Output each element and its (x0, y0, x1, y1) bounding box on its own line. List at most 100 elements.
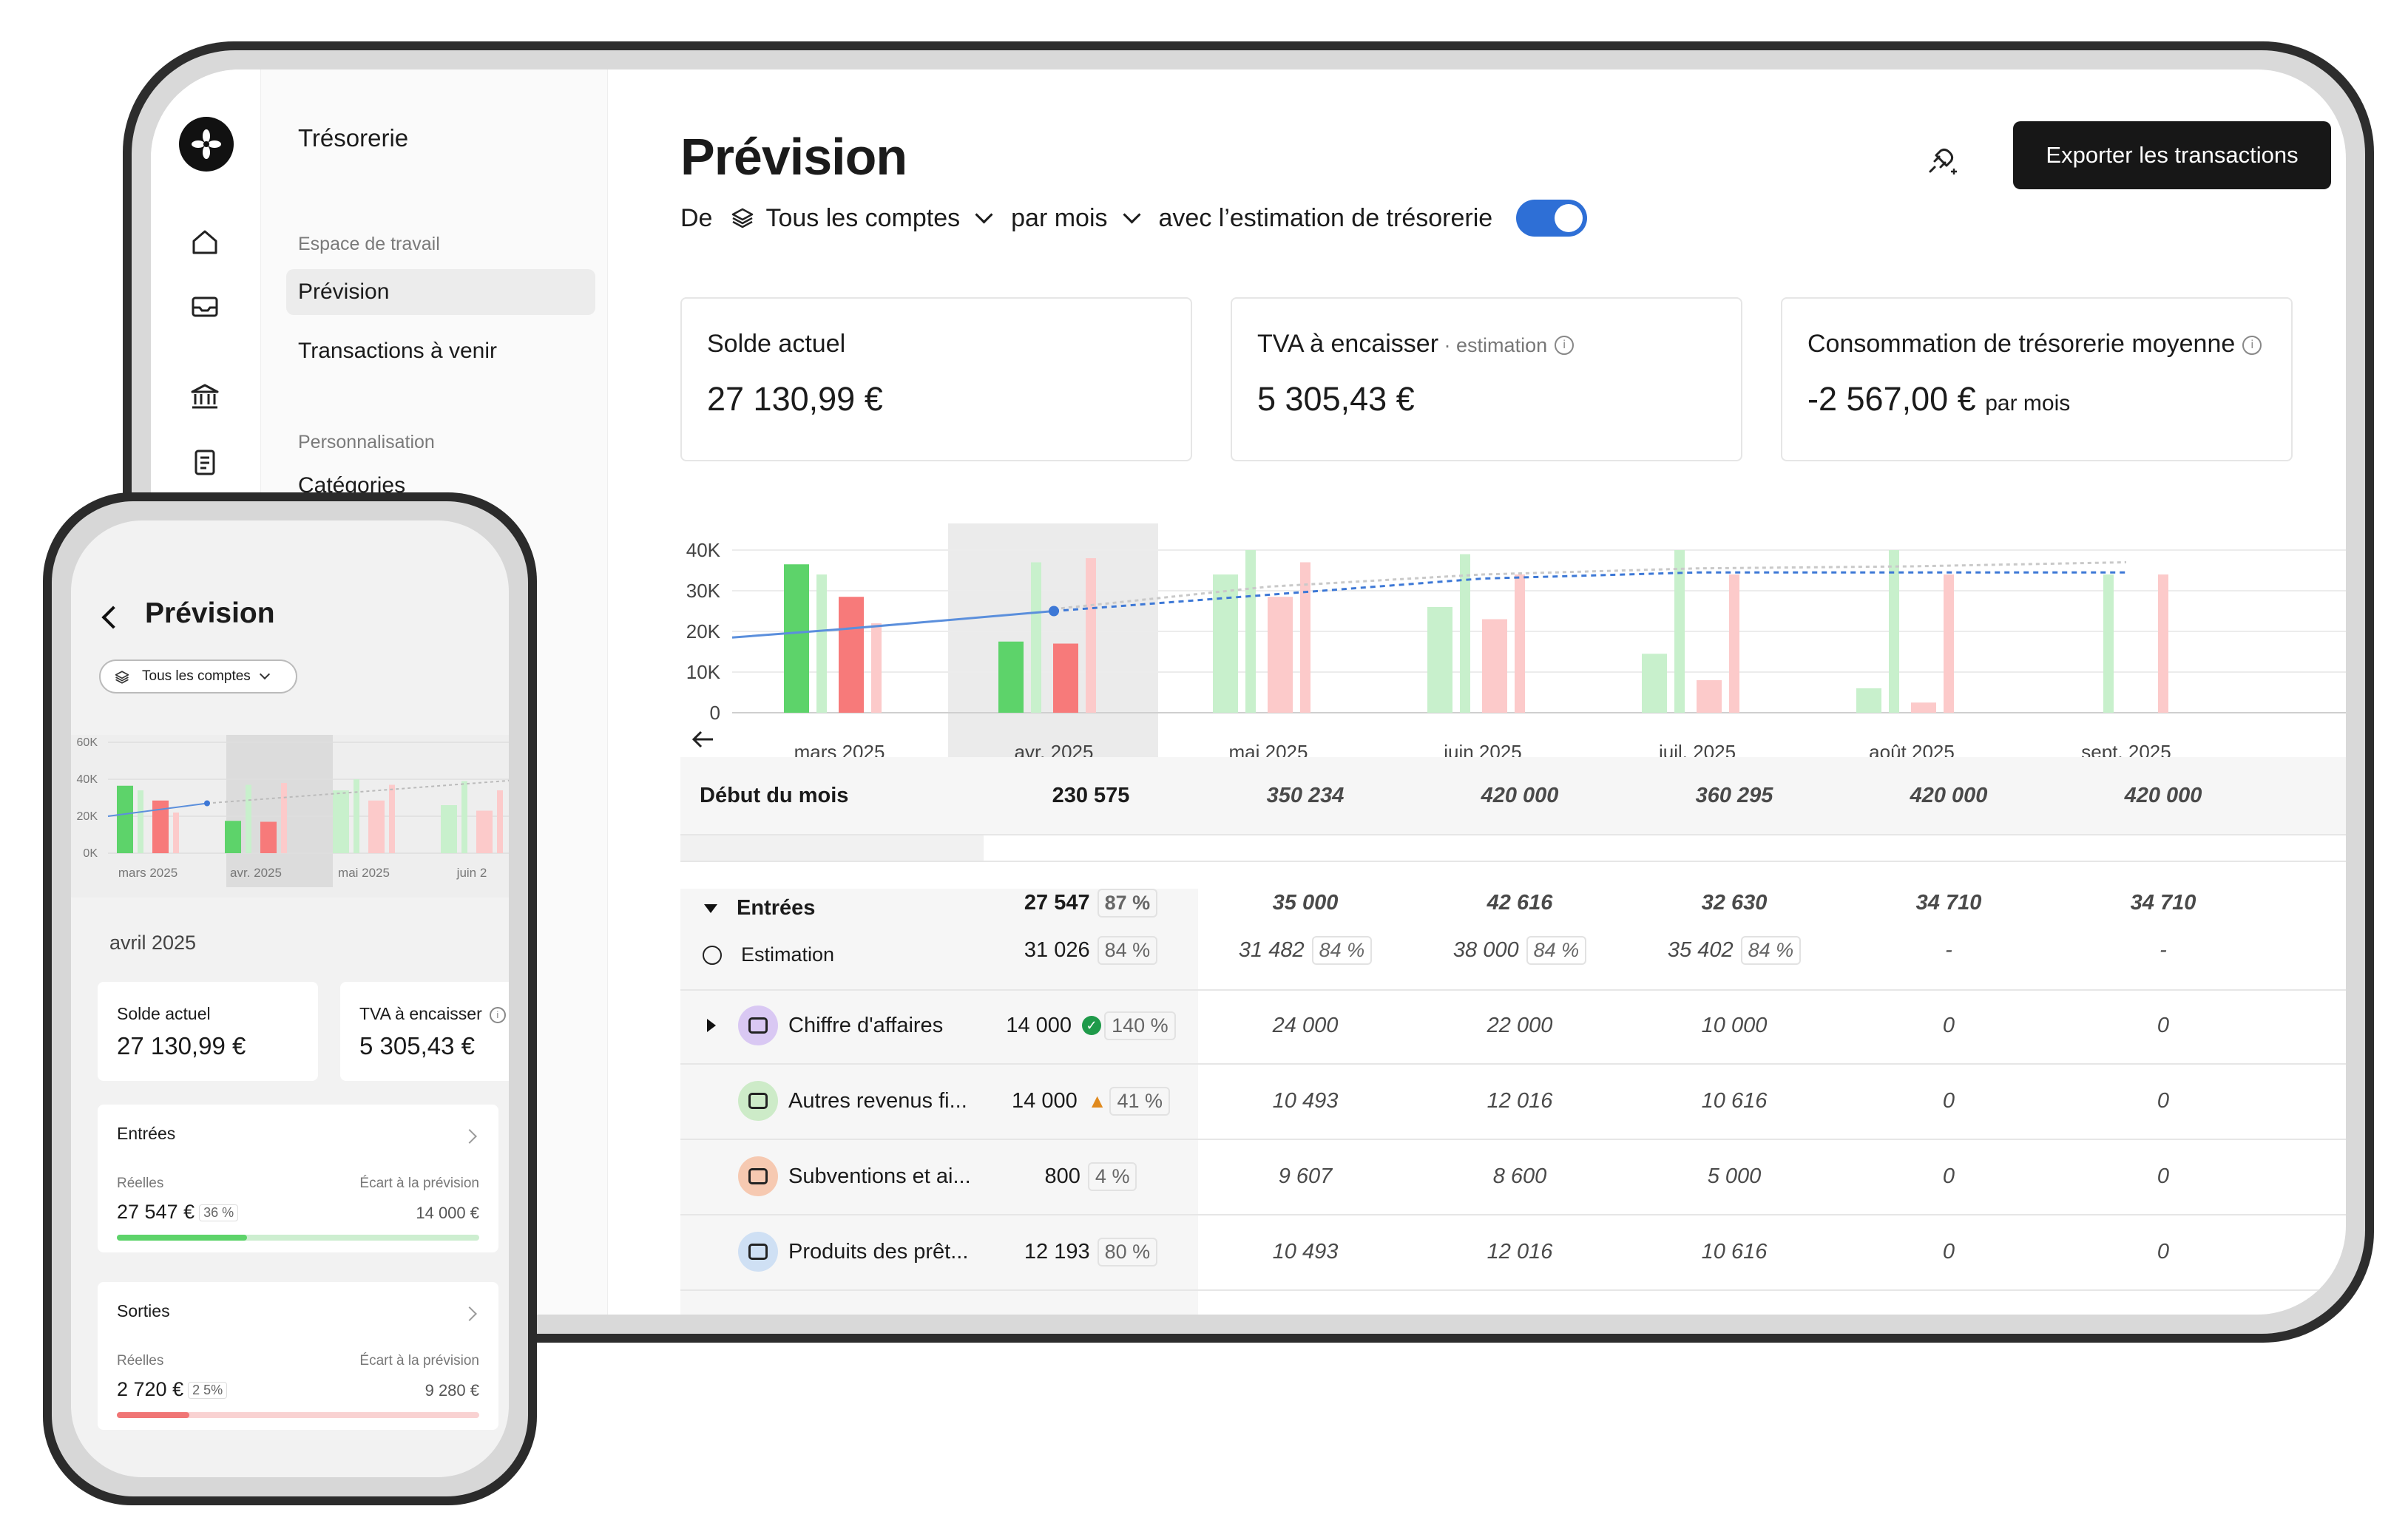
inbox-icon[interactable] (188, 290, 222, 324)
cell-value: 800 (1044, 1164, 1080, 1188)
cell-value: 420 000 (2124, 783, 2202, 807)
cell-value: 12 193 (1024, 1239, 1090, 1264)
cell-value: 10 616 (1701, 1239, 1768, 1264)
kpi-sublabel: · estimation (1438, 334, 1548, 356)
chevron-right-icon (462, 1306, 477, 1321)
cell-value: 42 616 (1487, 890, 1553, 915)
bank-icon[interactable] (188, 380, 222, 414)
page-title: Prévision (680, 128, 907, 186)
table-cell: 230 575 (984, 757, 1198, 834)
table-cell: 14 000 ▲ 41 % (984, 1063, 1198, 1139)
expense-forecast-bar (1300, 562, 1310, 713)
period-dropdown[interactable]: par mois (1011, 203, 1108, 232)
row-label-category[interactable]: Subventions et ai... (680, 1139, 971, 1214)
kpi-label: Solde actuel (707, 330, 846, 358)
cell-value: 9 607 (1278, 1164, 1333, 1188)
filter-from-label: De (680, 203, 713, 232)
row-label: Autres revenus fi... (788, 1088, 967, 1113)
cell-value: 35 402 (1667, 937, 1734, 962)
cell-value: 0 (2157, 1164, 2170, 1188)
card-reelles-label: Réelles (117, 1176, 164, 1191)
row-label-category[interactable]: Autres revenus fi... (680, 1063, 967, 1139)
phone-accounts-dropdown[interactable]: Tous les comptes (99, 659, 297, 694)
cell-value: 420 000 (1910, 783, 1988, 807)
card-value: 27 547 €36 % (117, 1201, 239, 1224)
chevron-right-icon (462, 1129, 477, 1144)
main-content: Prévision De Tous les comptes par mois a… (606, 69, 2346, 1315)
table-cell: 38 000 84 % (1413, 932, 1627, 969)
export-transactions-button[interactable]: Exporter les transactions (2013, 121, 2331, 189)
table-cell: 5 000 (1627, 1139, 1841, 1214)
cell-value: 32 630 (1701, 890, 1768, 915)
arrow-left-icon[interactable] (691, 730, 713, 748)
pct-badge: 84 % (1740, 935, 1802, 965)
expense-forecast-bar (1729, 574, 1739, 713)
estimation-toggle[interactable] (1516, 200, 1588, 237)
table-cell: 31 482 84 % (1198, 932, 1413, 969)
accounts-dropdown[interactable]: Tous les comptes (765, 203, 961, 232)
cell-value: 0 (2157, 1013, 2170, 1037)
receipt-icon[interactable] (188, 445, 222, 479)
app-logo[interactable] (179, 117, 234, 172)
phone-bezel: Prévision Tous les comptes 60K 40K 20K 0K ma… (52, 501, 528, 1496)
table-row-debut: Début du mois 230 575 350 234 420 000 360 29… (680, 757, 2346, 835)
plug-add-icon[interactable] (1924, 140, 1961, 177)
pct-badge: 84 % (1526, 935, 1587, 965)
check-circle-icon: ✓ (1082, 1016, 1102, 1035)
card-value-text: 27 547 € (117, 1201, 195, 1223)
caret-down-icon[interactable] (704, 903, 717, 913)
table-cell: 27 547 87 % (984, 884, 1198, 921)
table-cell: 35 000 (1198, 884, 1413, 921)
phone-card-entrees[interactable]: Entrées Réelles Écart à la prévision 27 … (98, 1105, 498, 1252)
income-forecast-bar (246, 784, 251, 853)
card-value: 2 720 €2 5% (117, 1378, 228, 1401)
table-cell: 42 616 (1413, 884, 1627, 921)
info-icon[interactable]: i (489, 1006, 506, 1023)
y-tick-label: 20K (77, 810, 98, 823)
cell-value: - (1945, 937, 1952, 962)
pct-badge: 87 % (1097, 888, 1158, 918)
expense-bar (1697, 680, 1722, 713)
card-reelles-label: Réelles (117, 1353, 164, 1369)
card-forecast: 9 280 € (425, 1381, 479, 1400)
kpi-value: 27 130,99 € (117, 1032, 246, 1059)
selected-month-highlight[interactable] (226, 735, 333, 887)
table-cell: 360 295 (1627, 757, 1841, 834)
cell-value: 22 000 (1487, 1013, 1553, 1037)
table-cell: 31 026 84 % (984, 932, 1198, 969)
info-icon[interactable]: i (1555, 336, 1575, 356)
home-icon[interactable] (188, 225, 222, 259)
y-tick-label: 40K (77, 773, 98, 786)
chevron-down-icon (1122, 205, 1141, 224)
row-label-debut[interactable]: Début du mois (680, 757, 848, 834)
expense-bar (1911, 702, 1936, 713)
back-icon[interactable] (101, 606, 125, 629)
wallet-icon (738, 1006, 778, 1045)
expense-forecast-bar (1086, 558, 1096, 713)
cell-value: 420 000 (1481, 783, 1559, 807)
kpi-card-solde: Solde actuel 27 130,99 € (680, 297, 1192, 461)
cell-value: 8 600 (1492, 1164, 1547, 1188)
row-label-category[interactable]: Chiffre d'affaires (680, 988, 943, 1063)
row-label: Entrées (737, 896, 816, 920)
phone-card-sorties[interactable]: Sorties Réelles Écart à la prévision 2 7… (98, 1282, 498, 1430)
progress-track (117, 1235, 479, 1241)
table-cell: 24 000 (1198, 988, 1413, 1063)
card-value-text: 2 720 € (117, 1378, 184, 1400)
sidebar-item-transactions[interactable]: Transactions à venir (298, 339, 498, 363)
cell-value: 230 575 (1052, 783, 1130, 807)
row-label-category[interactable]: Produits des prêt... (680, 1214, 968, 1289)
income-forecast-bar (1031, 562, 1041, 713)
layers-icon (115, 671, 129, 684)
table-row-category: Chiffre d'affaires 14 000 ✓ 140 % 24 000 22 0… (680, 988, 2346, 1065)
expense-forecast-bar (281, 783, 287, 853)
caret-right-icon[interactable] (707, 1019, 716, 1032)
table-cell: 0 (1841, 1139, 2056, 1214)
x-tick-label: juin 2 (456, 866, 487, 880)
y-tick-label: 20K (686, 620, 721, 642)
table-cell: 0 (2056, 1139, 2270, 1214)
sidebar-item-prevision[interactable]: Prévision (286, 269, 595, 315)
info-icon[interactable]: i (2242, 336, 2262, 356)
card-title: Entrées (117, 1124, 176, 1143)
